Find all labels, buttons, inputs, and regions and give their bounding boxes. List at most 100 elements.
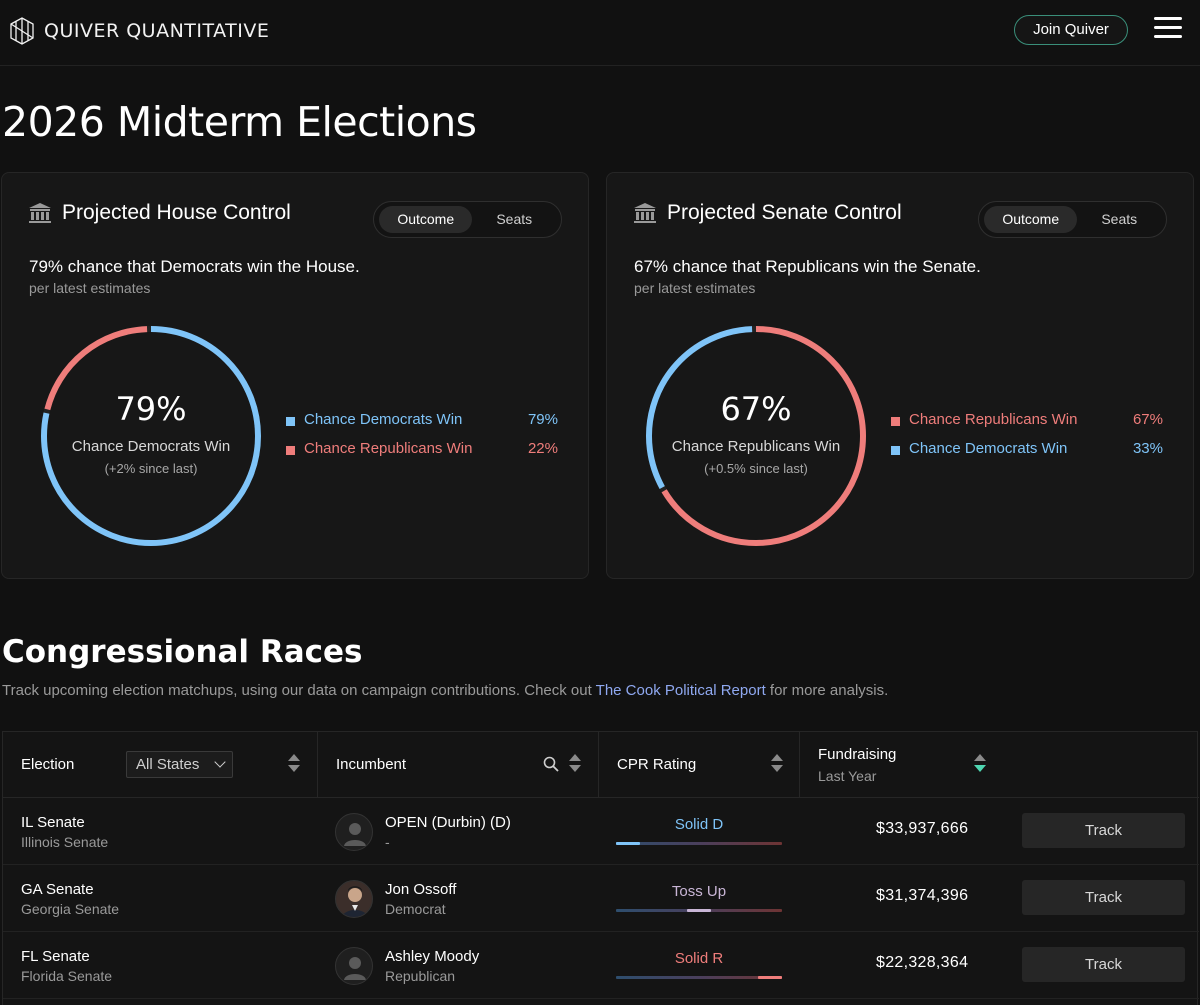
legend-label: Chance Democrats Win <box>909 440 1068 457</box>
house-legend-republicans: Chance Republicans Win 22% <box>286 440 558 469</box>
capitol-building-icon <box>634 203 656 223</box>
brand-logo[interactable]: QUIVER QUANTITATIVE <box>8 16 269 46</box>
search-icon[interactable] <box>543 756 559 772</box>
races-table: Election All States Incumbent CPR Rating… <box>2 731 1199 1005</box>
avatar <box>335 813 373 851</box>
fundraising-amount: $22,328,364 <box>876 954 969 971</box>
house-view-toggle: Outcome Seats <box>373 201 562 238</box>
brand-name: QUIVER QUANTITATIVE <box>44 20 270 42</box>
senate-donut-center: 67% Chance Republicans Win (+0.5% since … <box>641 321 871 551</box>
races-desc-text-end: for more analysis. <box>765 682 889 699</box>
rating-scale-bar <box>616 976 782 979</box>
cpr-rating: Solid D <box>674 816 724 833</box>
senate-republicans-arc <box>646 326 866 546</box>
legend-label: Chance Democrats Win <box>304 411 463 428</box>
cpr-rating: Toss Up <box>671 883 727 900</box>
race-name: IL Senate <box>21 814 85 831</box>
legend-swatch-red <box>891 417 900 426</box>
senate-legend-republicans: Chance Republicans Win 67% <box>891 411 1163 440</box>
house-control-card: Projected House Control Outcome Seats 79… <box>1 172 589 579</box>
table-row[interactable]: FL Senate Florida Senate Ashley Moody Re… <box>3 932 1199 999</box>
track-button[interactable]: Track <box>1022 813 1185 848</box>
cook-political-report-link[interactable]: The Cook Political Report <box>595 682 766 699</box>
incumbent-party: Democrat <box>385 901 446 917</box>
house-center-delta: (+2% since last) <box>104 461 198 476</box>
state-filter-value: All States <box>136 756 200 773</box>
state-filter-select[interactable]: All States <box>126 751 233 778</box>
legend-swatch-blue <box>891 446 900 455</box>
rating-marker <box>687 909 711 912</box>
race-full-name: Florida Senate <box>21 968 113 984</box>
legend-value: 79% <box>527 411 558 428</box>
fundraising-header-label: Fundraising <box>818 746 897 763</box>
races-section-title: Congressional Races <box>2 634 363 670</box>
legend-value: 22% <box>527 440 558 457</box>
senate-probability-statement: 67% chance that Republicans win the Sena… <box>634 257 981 276</box>
races-description: Track upcoming election matchups, using … <box>2 682 888 699</box>
house-probability-statement: 79% chance that Democrats win the House. <box>29 257 360 276</box>
senate-center-delta: (+0.5% since last) <box>704 461 808 476</box>
senate-donut-chart <box>646 326 866 546</box>
cpr-rating: Solid R <box>674 950 724 967</box>
avatar <box>335 880 373 918</box>
track-button[interactable]: Track <box>1022 947 1185 982</box>
senate-seats-tab[interactable]: Seats <box>1101 211 1138 227</box>
house-donut-chart <box>41 326 261 546</box>
legend-label: Chance Republicans Win <box>909 411 1078 428</box>
legend-value: 67% <box>1132 411 1163 428</box>
fundraising-amount: $31,374,396 <box>876 887 969 904</box>
avatar <box>335 947 373 985</box>
senate-democrats-arc <box>646 326 866 546</box>
legend-swatch-red <box>286 446 295 455</box>
house-donut-center: 79% Chance Democrats Win (+2% since last… <box>36 321 266 551</box>
incumbent-party: Republican <box>385 968 456 984</box>
table-row[interactable]: IL Senate Illinois Senate OPEN (Durbin) … <box>3 798 1199 865</box>
house-estimate-note: per latest estimates <box>29 280 151 296</box>
rating-marker <box>758 976 782 979</box>
senate-card-title: Projected Senate Control <box>667 201 902 224</box>
race-name: FL Senate <box>21 948 90 965</box>
fundraising-header-sub: Last Year <box>818 768 877 784</box>
table-header: Election All States Incumbent CPR Rating… <box>3 732 1199 798</box>
house-legend-democrats: Chance Democrats Win 79% <box>286 411 558 440</box>
incumbent-column-header: Incumbent <box>318 732 599 798</box>
house-seats-tab[interactable]: Seats <box>496 211 533 227</box>
fundraising-amount: $33,937,666 <box>876 820 969 837</box>
capitol-building-icon <box>29 203 51 223</box>
top-bar: QUIVER QUANTITATIVE Join Quiver <box>0 0 1200 66</box>
rating-scale-bar <box>616 842 782 845</box>
legend-value: 33% <box>1132 440 1163 457</box>
senate-center-percent: 67% <box>720 390 792 428</box>
sort-incumbent-icon[interactable] <box>569 754 581 776</box>
senate-view-toggle: Outcome Seats <box>978 201 1167 238</box>
house-center-percent: 79% <box>115 390 187 428</box>
election-header-label: Election <box>21 756 75 773</box>
incumbent-name: Jon Ossoff <box>385 881 457 898</box>
table-row[interactable]: GA Senate Georgia Senate Jon Ossoff Demo… <box>3 865 1199 932</box>
race-name: GA Senate <box>21 881 94 898</box>
rating-marker <box>616 842 640 845</box>
rating-column-header: CPR Rating <box>599 732 800 798</box>
incumbent-party: - <box>385 834 390 850</box>
incumbent-photo <box>336 881 372 917</box>
sort-fundraising-icon[interactable] <box>974 754 986 776</box>
race-full-name: Illinois Senate <box>21 834 109 850</box>
sort-rating-icon[interactable] <box>771 754 783 776</box>
senate-legend: Chance Republicans Win 67% Chance Democr… <box>891 411 1163 469</box>
incumbent-header-label: Incumbent <box>336 756 407 773</box>
legend-swatch-blue <box>286 417 295 426</box>
person-placeholder-icon <box>344 823 366 846</box>
house-card-title: Projected House Control <box>62 201 291 224</box>
incumbent-name: OPEN (Durbin) (D) <box>385 814 511 831</box>
join-quiver-button[interactable]: Join Quiver <box>1014 15 1128 45</box>
rating-scale-bar <box>616 909 782 912</box>
chevron-down-icon <box>214 756 226 768</box>
race-full-name: Georgia Senate <box>21 901 120 917</box>
sort-election-icon[interactable] <box>288 754 300 776</box>
track-button[interactable]: Track <box>1022 880 1185 915</box>
senate-outcome-tab[interactable]: Outcome <box>984 206 1078 233</box>
senate-control-card: Projected Senate Control Outcome Seats 6… <box>606 172 1194 579</box>
rating-header-label: CPR Rating <box>617 756 697 773</box>
house-outcome-tab[interactable]: Outcome <box>379 206 473 233</box>
hamburger-menu-icon[interactable] <box>1154 17 1182 41</box>
